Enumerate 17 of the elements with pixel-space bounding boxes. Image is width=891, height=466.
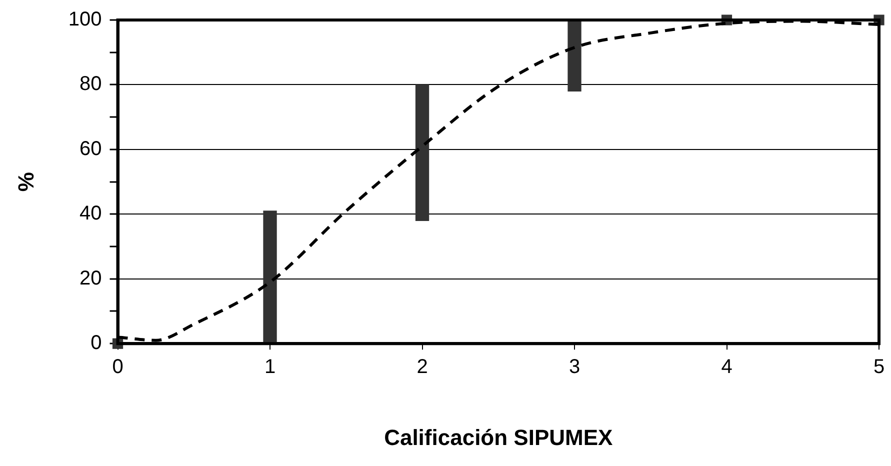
- x-tick-label: 3: [568, 356, 580, 378]
- y-tick-label: 60: [80, 138, 102, 160]
- x-tick-label: 0: [112, 356, 124, 378]
- x-axis-title: Calificación SIPUMEX: [384, 424, 614, 450]
- x-tick-label: 4: [721, 356, 732, 378]
- bar: [415, 84, 430, 221]
- y-tick-label: 100: [68, 8, 102, 31]
- y-tick-label: 40: [80, 202, 102, 225]
- y-tick-label: 80: [80, 73, 102, 96]
- x-tick-label: 1: [264, 356, 276, 378]
- x-tick-label: 5: [873, 356, 885, 378]
- x-tick-label: 2: [416, 356, 428, 378]
- y-axis-title: %: [13, 172, 38, 192]
- y-tick-label: 20: [80, 267, 102, 290]
- bar: [568, 20, 582, 92]
- bar: [263, 210, 277, 344]
- y-tick-label: 0: [90, 332, 102, 354]
